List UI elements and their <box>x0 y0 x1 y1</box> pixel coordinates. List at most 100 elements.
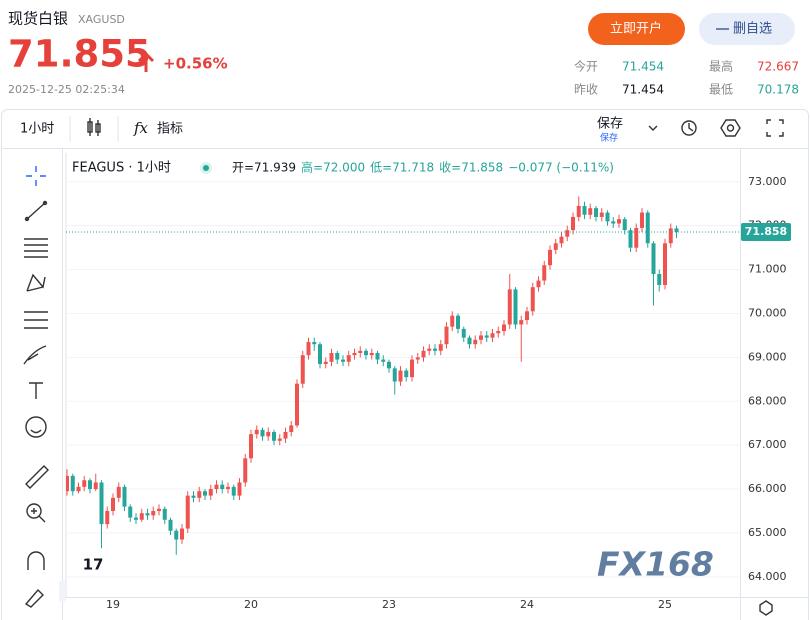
candle-body <box>502 324 506 332</box>
candle-body <box>450 315 455 327</box>
candle-body <box>134 517 138 520</box>
candle-body <box>93 482 98 490</box>
candle-body <box>640 212 644 228</box>
candle-body <box>571 216 575 231</box>
candle-body <box>663 243 667 285</box>
candle-body <box>369 352 374 356</box>
candle-body <box>335 352 340 360</box>
save-sub: 保存 <box>600 132 618 144</box>
candle-body <box>588 208 593 215</box>
chart-frame <box>1 109 809 620</box>
chevron[interactable] <box>648 125 658 131</box>
watchlist-button[interactable] <box>699 13 795 45</box>
candle-body <box>111 497 115 511</box>
candle-body <box>151 510 156 516</box>
candle-body <box>214 484 219 490</box>
candle-body <box>180 528 184 540</box>
candle-body <box>611 221 616 224</box>
candle-body <box>323 361 328 364</box>
instrument-code: XAGUSD <box>78 13 125 26</box>
tv-logo-bg <box>79 552 107 576</box>
candle-body <box>576 205 581 217</box>
candle-body <box>548 249 552 266</box>
candle-body <box>645 212 650 244</box>
y-tick-label: 69.000 <box>748 350 787 363</box>
y-tick-label: 66.000 <box>748 482 787 495</box>
candle-body <box>122 486 127 507</box>
stat-label: 今开 <box>574 59 598 74</box>
candle-body <box>203 491 207 496</box>
watermark: FX168 <box>597 545 714 584</box>
candle-body <box>473 339 478 345</box>
candle-body <box>496 331 501 334</box>
candle-body <box>116 486 121 498</box>
price: 71.855 <box>8 33 151 76</box>
legend-item: 高=72.000 <box>301 160 365 175</box>
stat-label: 昨收 <box>574 83 598 97</box>
candle-body <box>542 265 547 281</box>
candle-body <box>300 355 305 384</box>
candle-body <box>392 368 397 382</box>
candle-body <box>479 335 483 340</box>
fx-icon[interactable]: 𝑓x <box>133 119 149 137</box>
candle-body <box>185 495 190 529</box>
candle-body <box>82 480 87 487</box>
candle-body <box>651 243 656 275</box>
candle-body <box>145 513 150 516</box>
fullscreen-icon[interactable] <box>766 119 784 137</box>
axis-settings-icon[interactable] <box>759 600 773 616</box>
candle-body <box>243 458 248 483</box>
candle-body <box>484 335 489 338</box>
candle-body <box>128 506 133 518</box>
chart-style-icon[interactable] <box>87 118 101 136</box>
candle-body <box>461 328 466 338</box>
x-tick-label: 24 <box>520 598 534 611</box>
candle-body <box>467 337 472 345</box>
candle-body <box>226 486 230 490</box>
candle-body <box>628 230 633 248</box>
candle-body <box>565 230 570 237</box>
candle-body <box>312 342 317 345</box>
candle-body <box>513 289 518 325</box>
candle-body <box>421 350 426 358</box>
candle-body <box>668 228 673 244</box>
up-arrow <box>137 51 155 72</box>
candle-body <box>283 431 288 439</box>
save[interactable]: 保存 <box>597 117 623 132</box>
candle-body <box>295 383 299 426</box>
candle-body <box>433 348 437 351</box>
settings-icon[interactable] <box>720 119 741 137</box>
candle-body <box>559 236 564 244</box>
candle-body <box>456 315 460 329</box>
collapse-handle[interactable] <box>59 580 66 602</box>
candle-body <box>582 205 587 215</box>
candle-body <box>157 508 161 511</box>
alert-icon[interactable] <box>681 120 697 136</box>
candle-body <box>536 280 541 288</box>
candle-body <box>525 311 529 321</box>
candle-body <box>599 212 604 217</box>
interval[interactable]: 1小时 <box>20 122 54 137</box>
change: +0.56% <box>163 55 228 73</box>
status-dot <box>203 165 209 171</box>
instrument-name: 现货白银 <box>8 10 68 28</box>
candle-body <box>318 344 322 364</box>
last-price-label: 71.858 <box>745 225 787 238</box>
candle-body <box>381 359 386 362</box>
stat-value: 71.454 <box>622 83 664 97</box>
tv-logo: 17 <box>83 556 104 574</box>
candle-body <box>231 486 236 496</box>
candle-body <box>174 530 179 540</box>
candle-body <box>162 508 167 520</box>
indicators[interactable]: 指标 <box>157 122 183 137</box>
open-account-button[interactable] <box>588 13 685 45</box>
stat-label: 最低 <box>709 83 733 97</box>
legend-item: −0.077 (−0.11%) <box>508 161 614 175</box>
plot <box>66 181 740 578</box>
drawing-tools[interactable] <box>23 166 49 608</box>
candle-body <box>266 431 271 437</box>
x-tick-label: 23 <box>382 598 396 611</box>
candle-body <box>387 361 391 369</box>
candle-body <box>254 429 259 435</box>
candle-body <box>66 475 69 492</box>
